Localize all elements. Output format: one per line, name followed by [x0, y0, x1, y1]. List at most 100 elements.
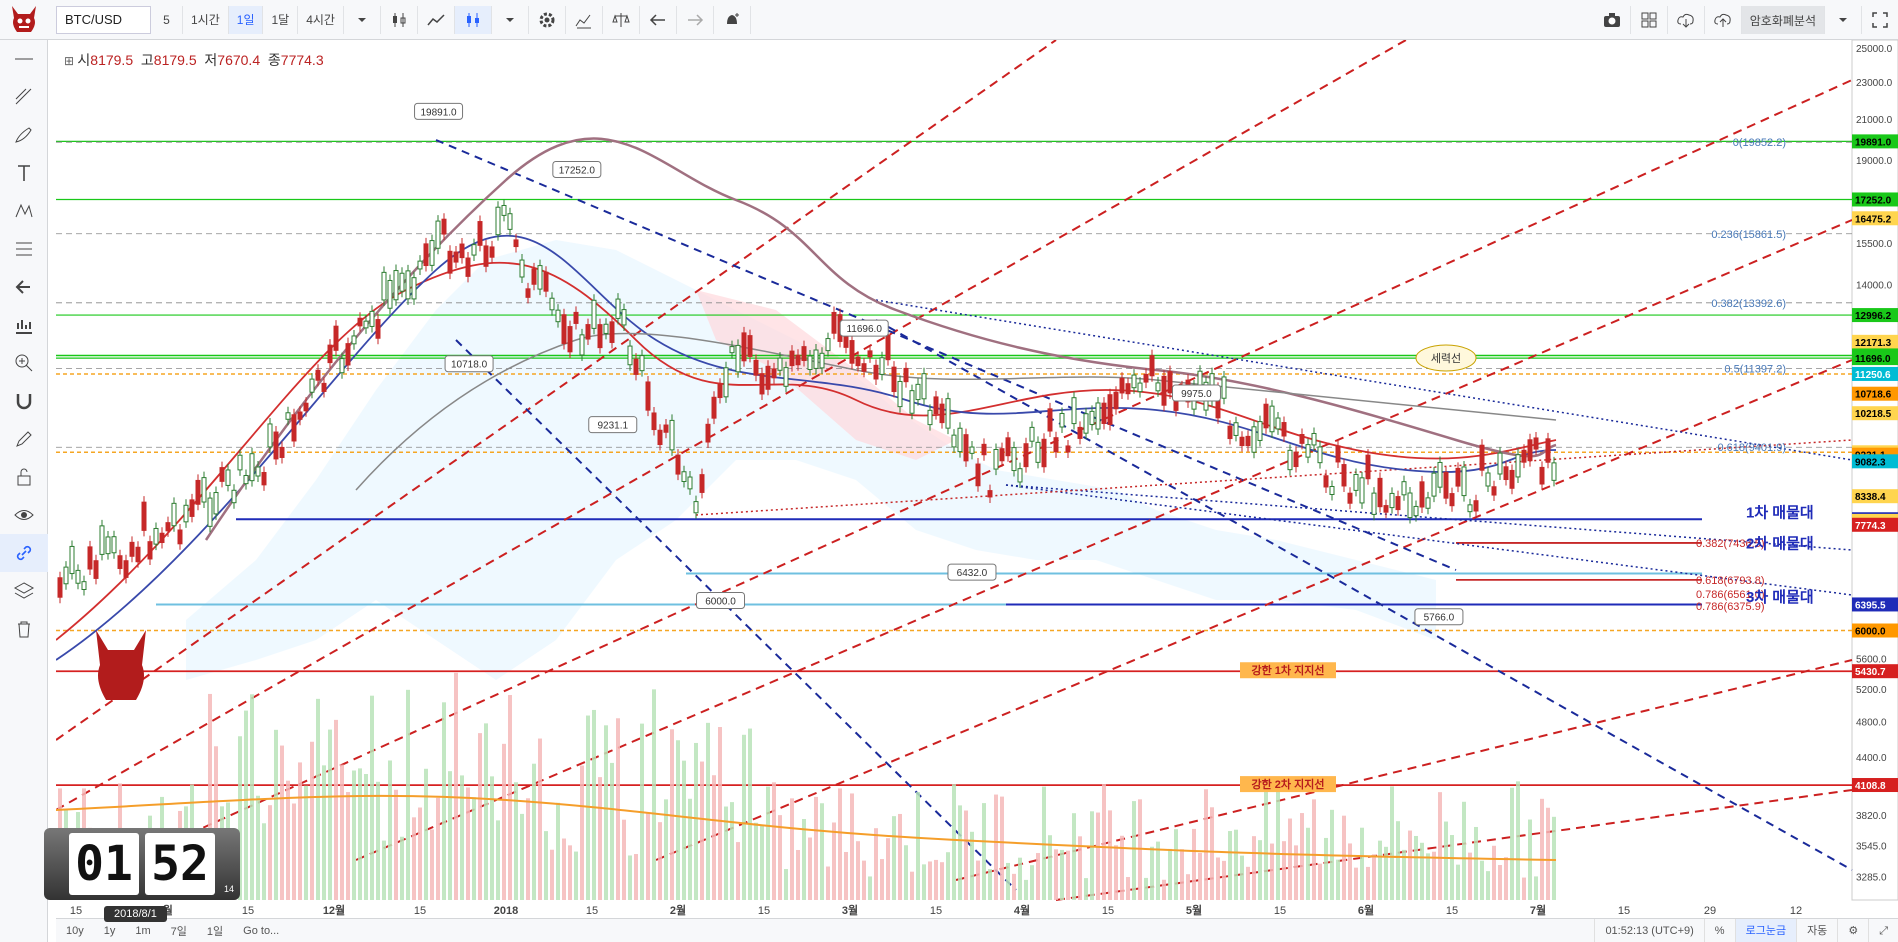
lock-tool[interactable] [0, 458, 48, 496]
redo-button[interactable] [677, 5, 714, 34]
screenshot-button[interactable] [1594, 6, 1631, 34]
auto-toggle[interactable]: 자동 [1796, 919, 1837, 942]
maximize-button[interactable]: ⤢ [1868, 919, 1898, 942]
cloud-download-button[interactable] [1668, 6, 1705, 34]
interval-dropdown-button[interactable] [344, 5, 381, 34]
layout-button[interactable] [1631, 6, 1668, 34]
candle-body [57, 577, 63, 598]
volume-bar [1006, 862, 1010, 900]
prediction-tool[interactable] [0, 306, 48, 344]
price-axis[interactable] [1851, 40, 1898, 901]
volume-bar [820, 803, 824, 900]
candle-body [687, 476, 693, 490]
candle-body [825, 338, 831, 352]
candle-body [327, 344, 333, 364]
settings-button[interactable] [529, 5, 566, 34]
magnet-tool[interactable] [0, 382, 48, 420]
crosshair-tool[interactable] [0, 40, 48, 78]
candle-body [879, 357, 885, 375]
fullscreen-button[interactable] [1862, 6, 1898, 34]
candle-body [69, 545, 75, 575]
price-chart[interactable]: 19891.017252.016475.212996.212171.311772… [56, 40, 1898, 920]
x-tick-label: 15 [1618, 905, 1630, 917]
zoom-tool[interactable] [0, 344, 48, 382]
interval-input[interactable]: 5 [151, 5, 183, 34]
back-tool[interactable] [0, 268, 48, 306]
volume-bar [262, 823, 266, 900]
candle-body [1137, 382, 1143, 393]
callout-box [1171, 384, 1221, 402]
candle-body [147, 541, 153, 560]
cloud-upload-button[interactable] [1705, 6, 1742, 34]
range-1m[interactable]: 1m [135, 924, 151, 937]
candle-body [1119, 377, 1125, 394]
support-label-bg [1240, 662, 1336, 679]
y-tick-label: 4400.0 [1856, 753, 1887, 764]
chart-settings-button[interactable]: ⚙ [1837, 919, 1868, 942]
callout-text: 17252.0 [559, 165, 596, 176]
text-tool[interactable] [0, 154, 48, 192]
trendline-tool[interactable] [0, 78, 48, 116]
log-toggle[interactable]: 로그눈금 [1734, 919, 1797, 942]
range-1d[interactable]: 1일 [206, 925, 224, 938]
blue-trendline-1 [435, 139, 1457, 571]
chart-type-bars-button[interactable] [454, 5, 492, 34]
candle-body [1023, 443, 1029, 468]
candle-body [735, 344, 741, 373]
volume-bar [1234, 829, 1238, 900]
pencil-lock-tool[interactable] [0, 420, 48, 458]
interval-1h-button[interactable]: 1시간 [183, 5, 229, 34]
chart-type-candles-button[interactable] [381, 5, 418, 34]
layers-tool[interactable] [0, 572, 48, 610]
range-10y[interactable]: 10y [66, 924, 84, 937]
magnet-icon [16, 394, 32, 410]
candle-body [1437, 461, 1443, 488]
fib-label: 0.786(6561.0) [1696, 589, 1765, 601]
x-tick-label: 15 [414, 905, 426, 917]
link-tool[interactable] [0, 534, 48, 572]
candle-body [477, 221, 483, 246]
interval-1d-button[interactable]: 1일 [228, 5, 264, 34]
candle-body [1407, 492, 1413, 519]
candle-body [291, 414, 297, 442]
candle-body [795, 354, 801, 366]
layout-name-button[interactable]: 암호화폐분석 [1741, 6, 1825, 34]
fib-tool[interactable] [0, 230, 48, 268]
indicators-button[interactable] [566, 5, 603, 34]
interval-4h-button[interactable]: 4시간 [298, 5, 344, 34]
candle-body [657, 429, 663, 446]
range-7d[interactable]: 7일 [170, 925, 187, 938]
bottom-bar: 10y 1y 1m 7일 1일 Go to... 01:52:13 (UTC+9… [56, 918, 1898, 942]
visibility-tool[interactable] [0, 496, 48, 534]
price-badge-bg [1852, 517, 1898, 532]
chart-type-line-button[interactable] [418, 5, 455, 34]
chart-type-dropdown-button[interactable] [492, 5, 529, 34]
layout-dropdown-button[interactable] [1825, 6, 1862, 34]
symbol-input[interactable]: BTC/USD [56, 5, 151, 34]
volume-bar [574, 851, 578, 900]
trash-tool[interactable] [0, 610, 48, 648]
volume-bar [1168, 848, 1172, 900]
undo-button[interactable] [640, 5, 677, 34]
brush-tool[interactable] [0, 116, 48, 154]
pattern-tool[interactable] [0, 192, 48, 230]
redo-icon [687, 13, 704, 26]
ohlc-expand-icon[interactable]: ⊞ [64, 54, 78, 68]
alert-button[interactable] [714, 5, 751, 34]
candle-body [1005, 437, 1011, 457]
goto-button[interactable]: Go to... [243, 924, 280, 937]
percent-toggle[interactable]: % [1703, 919, 1735, 942]
candle-body [885, 334, 891, 361]
compare-button[interactable] [603, 5, 640, 34]
candle-body [639, 355, 645, 372]
candle-body [681, 471, 687, 483]
interval-1mo-button[interactable]: 1달 [263, 5, 299, 34]
candle-body [741, 332, 747, 362]
candle-body [1047, 408, 1053, 432]
candle-body [921, 373, 927, 400]
candle-body [969, 446, 975, 454]
candle-body [111, 536, 117, 554]
range-1y[interactable]: 1y [103, 924, 116, 937]
price-badge-text: 8338.4 [1855, 492, 1886, 503]
